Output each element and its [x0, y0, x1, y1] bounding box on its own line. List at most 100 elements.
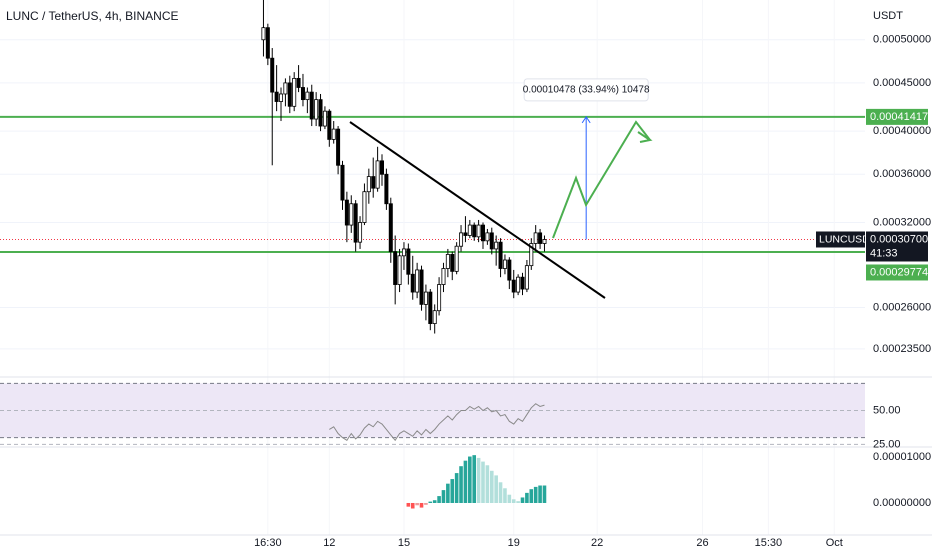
candle-body [292, 77, 297, 107]
candle-body [423, 291, 428, 305]
y-tick-label: 0.00032000 [873, 216, 931, 228]
y-tick-label: 0.00023500 [873, 343, 931, 355]
histogram-bar [437, 496, 441, 503]
candle-body [445, 254, 450, 269]
x-tick-label: Oct [826, 537, 843, 549]
histogram-bar [538, 485, 542, 503]
histogram-bar [520, 497, 525, 503]
y-tick-label: 0.00001000 [873, 451, 931, 463]
histogram-bar [503, 488, 507, 503]
x-tick-label: 16:30 [254, 537, 282, 549]
histogram-bar [446, 483, 450, 503]
candle-body [406, 248, 411, 275]
y-tick-label: 25.00 [873, 438, 901, 450]
y-tick-label: 0.00045000 [873, 77, 931, 89]
candle-body [344, 199, 349, 226]
histogram-bar [454, 473, 459, 503]
x-tick-label: 19 [508, 537, 520, 549]
candle-body [437, 284, 442, 312]
candle-body [384, 173, 389, 205]
candle-body [366, 176, 371, 193]
candle-body [489, 232, 494, 250]
histogram-bar [406, 502, 411, 507]
histogram-bar [432, 500, 437, 503]
level-tag-label: 0.00041417 [870, 111, 928, 123]
histogram-bar [415, 502, 419, 506]
candle-body [463, 232, 468, 236]
candle-body [265, 27, 270, 59]
countdown-label: 41:33 [870, 247, 898, 259]
histogram-bar [410, 502, 415, 509]
projection-arrowhead [637, 131, 653, 143]
candle-body [353, 203, 358, 243]
candle-body [270, 57, 275, 93]
histogram-bar [485, 465, 490, 503]
y-tick-label: 0.00036000 [873, 168, 931, 180]
histogram-bar [498, 482, 503, 503]
candle-body [327, 110, 332, 140]
candle-body [371, 176, 376, 189]
histogram-bar [476, 457, 481, 503]
candle-body [283, 82, 288, 95]
histogram-bar [428, 501, 433, 503]
candle-body [459, 232, 464, 247]
histogram-bar [511, 499, 516, 503]
candle-body [401, 248, 406, 257]
candle-body [300, 87, 305, 101]
candle-body [467, 224, 472, 236]
candle-body [516, 276, 521, 293]
histogram-bar [468, 456, 472, 503]
histogram-bar [419, 502, 424, 508]
candle-body [309, 91, 314, 120]
candle-body [322, 110, 327, 127]
candle-body [296, 77, 301, 88]
candle-body [485, 232, 490, 242]
histogram-bar [424, 502, 428, 505]
y-tick-label: 0.00050000 [873, 34, 931, 46]
unit-label: USDT [873, 10, 903, 22]
candle-body [502, 259, 507, 269]
candle-body [279, 93, 284, 102]
histogram-bar [494, 475, 498, 503]
x-tick-label: 12 [323, 537, 335, 549]
measure-label-box [523, 78, 649, 102]
candle-body [538, 232, 543, 244]
candle-body [524, 265, 529, 290]
candle-body [419, 269, 424, 305]
candle-body [511, 279, 516, 293]
candle-body [393, 251, 398, 285]
symbol-tag [816, 231, 865, 248]
candle-body [397, 255, 402, 285]
candle-body [498, 241, 503, 269]
candle-body [336, 128, 341, 166]
candle-body [314, 99, 319, 120]
candle-body [529, 243, 534, 267]
measure-label: 0.00010478 (33.94%) 10478 [523, 85, 650, 96]
x-tick-label: 15 [398, 537, 410, 549]
candle-body [375, 160, 380, 189]
histogram-bar [472, 455, 477, 503]
histogram-bar [463, 460, 468, 503]
trend-line [349, 121, 606, 299]
candle-body [441, 268, 446, 285]
measure-arrowhead [581, 115, 591, 124]
candle-body [261, 27, 266, 41]
histogram-bar [525, 492, 529, 503]
projection-path [552, 120, 651, 239]
level-tag [866, 108, 928, 125]
candle-body [340, 164, 345, 201]
candle-body [428, 291, 433, 324]
last-price-tag [866, 231, 928, 262]
histogram-bar [516, 501, 520, 503]
rsi-line [329, 403, 545, 442]
candle-body [533, 232, 538, 244]
candle-body [450, 254, 455, 272]
histogram-bar [533, 486, 538, 503]
y-tick-label: 0.00040000 [873, 125, 931, 137]
candle-body [542, 239, 547, 244]
candle-body [415, 269, 420, 293]
histogram-bar [529, 489, 534, 503]
candle-body [520, 276, 525, 290]
level-tag-label: 0.00029774 [870, 266, 928, 278]
